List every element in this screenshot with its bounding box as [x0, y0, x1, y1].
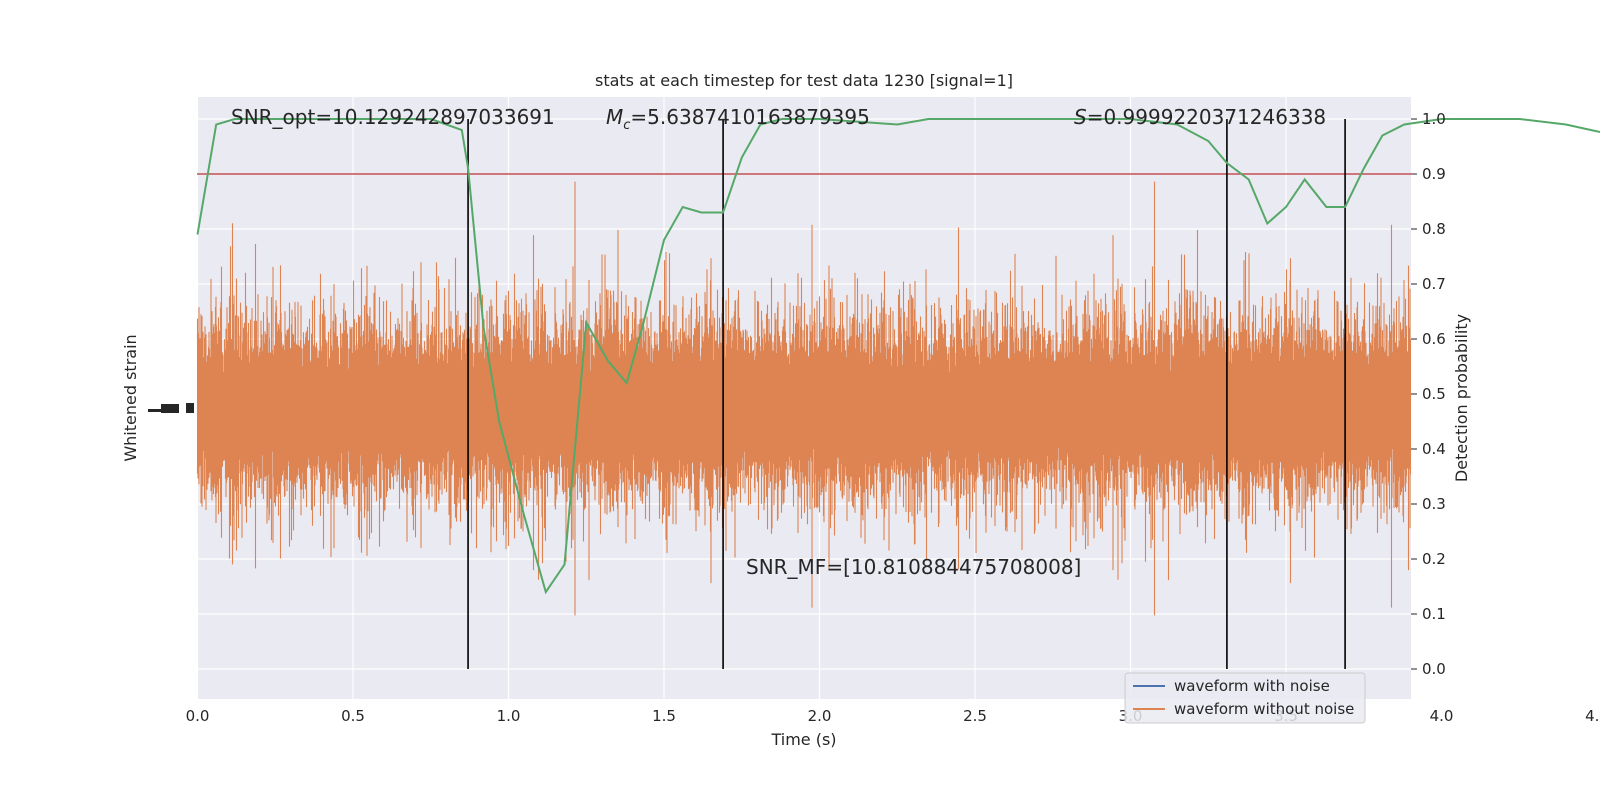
x-axis-label: Time (s): [770, 730, 836, 749]
annotation-snr-opt: SNR_opt=10.129242897033691: [231, 105, 555, 129]
y-tick-label: 0.7: [1422, 275, 1446, 293]
strain-trace: [196, 181, 1412, 616]
x-tick-label: 1.0: [497, 707, 521, 725]
y-axis-label-left: Whitened strain: [121, 334, 140, 461]
y-tick-label: 0.1: [1422, 605, 1446, 623]
legend-label-without-noise: waveform without noise: [1174, 700, 1354, 718]
y-tick-label: 0.0: [1422, 660, 1446, 678]
annotation-chirp-mass: Mc=5.6387410163879395: [606, 105, 870, 133]
x-tick-label: 4.5: [1585, 707, 1600, 725]
left-axis-mark: [148, 403, 194, 413]
chart-title: stats at each timestep for test data 123…: [595, 71, 1013, 90]
y-tick-label: 0.2: [1422, 550, 1446, 568]
x-ticks: 0.00.51.01.52.02.53.03.54.04.55.05.56.06…: [186, 707, 1600, 725]
annotation-snr-mf: SNR_MF=[10.810884475708008]: [746, 555, 1081, 579]
annotation-s: S=0.9999220371246338: [1074, 105, 1326, 129]
legend: waveform with noise waveform without noi…: [1124, 672, 1366, 724]
x-tick-label: 0.5: [341, 707, 365, 725]
x-tick-label: 1.5: [652, 707, 676, 725]
y-tick-label: 0.4: [1422, 440, 1446, 458]
y-tick-label: 1.0: [1422, 110, 1446, 128]
probability-line: [196, 118, 1600, 595]
y-tick-label: 0.3: [1422, 495, 1446, 513]
strain-signal: [196, 181, 1412, 616]
x-tick-label: 4.0: [1430, 707, 1454, 725]
legend-label-with-noise: waveform with noise: [1174, 677, 1330, 695]
y-ticks-right: 0.0 0.1 0.2 0.3 0.4 0.5 0.6 0.7 0.8 0.9 1.0: [1411, 110, 1446, 678]
x-tick-label: 0.0: [186, 707, 210, 725]
probability-series: [196, 118, 1600, 595]
y-tick-label: 0.9: [1422, 165, 1446, 183]
x-tick-label: 2.5: [963, 707, 987, 725]
y-tick-label: 0.5: [1422, 385, 1446, 403]
x-tick-label: 2.0: [808, 707, 832, 725]
y-tick-label: 0.6: [1422, 330, 1446, 348]
y-axis-label-right: Detection probability: [1452, 314, 1471, 482]
y-tick-label: 0.8: [1422, 220, 1446, 238]
